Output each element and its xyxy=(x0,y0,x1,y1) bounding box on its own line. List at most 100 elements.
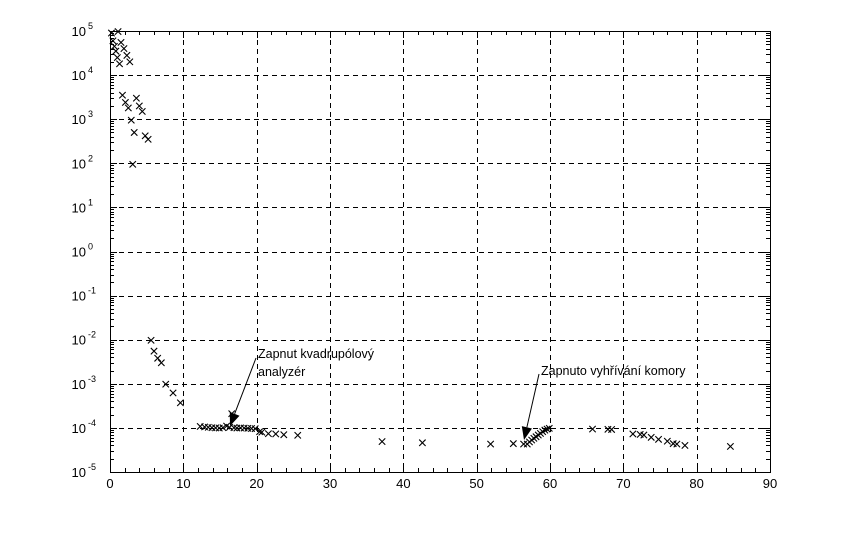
data-point-marker xyxy=(608,425,616,434)
marker-stroke xyxy=(244,424,252,432)
data-point-marker xyxy=(123,51,131,59)
marker-stroke xyxy=(251,425,259,433)
marker-stroke xyxy=(219,424,227,432)
data-point-marker xyxy=(256,428,264,436)
marker-stroke xyxy=(654,435,663,443)
marker-stroke xyxy=(201,423,209,431)
y-tick-label-exponent: 4 xyxy=(88,65,93,75)
marker-stroke xyxy=(487,440,495,448)
data-point-marker xyxy=(150,347,158,355)
marker-stroke xyxy=(673,440,681,448)
data-point-marker xyxy=(264,430,272,438)
data-point-marker xyxy=(107,29,116,37)
x-tick-label: 80 xyxy=(689,476,703,491)
x-tick-label: 60 xyxy=(543,476,557,491)
y-tick-label-mantissa: 10 xyxy=(72,377,86,392)
marker-stroke xyxy=(272,430,280,438)
marker-stroke xyxy=(640,431,648,439)
y-tick-label-exponent: 5 xyxy=(88,21,93,31)
data-point-marker xyxy=(115,60,124,68)
marker-stroke xyxy=(545,424,553,432)
marker-stroke xyxy=(647,433,655,441)
data-point-marker xyxy=(132,94,140,102)
data-point-marker xyxy=(110,42,118,50)
data-point-marker xyxy=(294,431,302,439)
marker-stroke xyxy=(240,424,248,432)
y-tick-label-mantissa: 10 xyxy=(72,112,86,127)
marker-stroke xyxy=(107,29,116,37)
annotation-arrow-shaft xyxy=(526,373,540,428)
annotation-arrow-head xyxy=(229,412,240,426)
marker-stroke xyxy=(247,424,256,433)
marker-stroke xyxy=(150,347,158,355)
marker-stroke xyxy=(176,399,184,407)
x-tick-label: 30 xyxy=(323,476,337,491)
y-tick-label-mantissa: 10 xyxy=(72,465,86,480)
marker-stroke xyxy=(223,422,231,430)
marker-stroke xyxy=(204,423,212,431)
data-point-marker xyxy=(588,425,597,433)
marker-stroke xyxy=(208,424,216,432)
annotation-text-line1: Zapnuto vyhřívání komory xyxy=(541,364,686,378)
data-point-marker xyxy=(647,433,655,441)
data-point-marker xyxy=(520,440,528,448)
y-tick-label-exponent: -1 xyxy=(88,286,96,296)
marker-stroke xyxy=(138,107,146,116)
data-point-marker xyxy=(258,428,266,436)
data-point-marker xyxy=(545,424,553,432)
marker-stroke xyxy=(236,424,245,432)
y-tick-label: 10 -1 xyxy=(72,286,96,304)
y-tick-label-exponent: -5 xyxy=(88,462,96,472)
data-point-marker xyxy=(126,58,134,66)
y-tick-label-exponent: 3 xyxy=(88,109,93,119)
y-tick-label: 10 2 xyxy=(72,153,93,171)
marker-stroke xyxy=(162,380,170,388)
data-point-marker xyxy=(673,440,681,448)
y-tick-label-exponent: -4 xyxy=(88,418,96,428)
data-point-marker xyxy=(109,37,117,45)
y-tick-label-mantissa: 10 xyxy=(72,156,86,171)
data-point-marker xyxy=(487,440,495,448)
data-point-marker xyxy=(230,424,238,432)
data-point-marker xyxy=(120,44,128,53)
x-axis-tick-labels: 0 10 20 30 40 50 60 70 80 90 xyxy=(106,476,777,491)
marker-stroke xyxy=(608,425,616,434)
marker-stroke xyxy=(109,37,117,45)
marker-stroke xyxy=(129,160,137,168)
y-tick-label: 10 -2 xyxy=(72,330,96,348)
y-tick-label-mantissa: 10 xyxy=(72,24,86,39)
tick-marks xyxy=(110,31,771,473)
marker-stroke xyxy=(123,51,131,59)
annotation-quadrupole: Zapnut kvadrupólový analyzér xyxy=(229,347,375,426)
data-point-marker xyxy=(118,91,127,99)
y-tick-label: 10 -5 xyxy=(72,462,96,480)
marker-stroke xyxy=(132,94,140,102)
annotation-heating: Zapnuto vyhřívání komory xyxy=(521,364,686,440)
data-points xyxy=(107,27,734,451)
marker-stroke xyxy=(135,102,143,110)
marker-stroke xyxy=(604,425,612,433)
data-point-marker xyxy=(169,389,177,397)
marker-stroke xyxy=(509,440,517,448)
x-tick-label: 90 xyxy=(763,476,777,491)
data-point-marker xyxy=(147,336,155,344)
marker-stroke xyxy=(264,430,272,438)
y-tick-label: 10 5 xyxy=(72,21,93,39)
data-point-marker xyxy=(543,425,551,433)
marker-stroke xyxy=(669,440,677,448)
marker-stroke xyxy=(118,91,127,99)
data-point-marker xyxy=(117,38,125,47)
marker-stroke xyxy=(110,42,118,50)
x-tick-label: 70 xyxy=(616,476,630,491)
data-point-marker xyxy=(121,98,129,107)
marker-stroke xyxy=(117,38,125,47)
marker-stroke xyxy=(144,135,152,143)
annotation-arrow-head xyxy=(521,426,532,440)
x-tick-label: 50 xyxy=(469,476,483,491)
marker-stroke xyxy=(157,359,165,367)
data-point-marker xyxy=(251,425,259,433)
marker-stroke xyxy=(629,430,637,438)
